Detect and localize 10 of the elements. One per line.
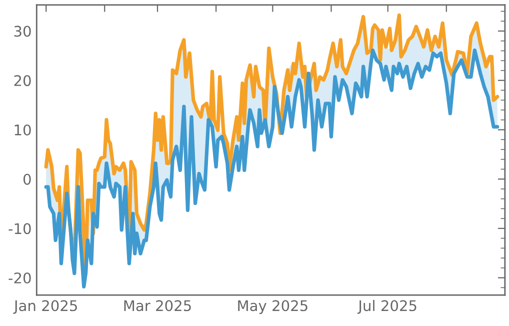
y-tick-label: 20 — [14, 75, 31, 86]
y-tick-label: 0 — [23, 174, 31, 185]
x-tick-label: Jul 2025 — [357, 300, 416, 314]
x-tick-label: May 2025 — [238, 300, 308, 314]
y-tick-label: -20 — [8, 272, 31, 284]
y-tick-label: 30 — [14, 26, 31, 37]
y-tick-label: 10 — [14, 124, 31, 136]
x-tick-label: Mar 2025 — [124, 300, 191, 312]
y-tick-label: -10 — [8, 223, 31, 234]
x-tick-label: Jan 2025 — [13, 300, 77, 314]
